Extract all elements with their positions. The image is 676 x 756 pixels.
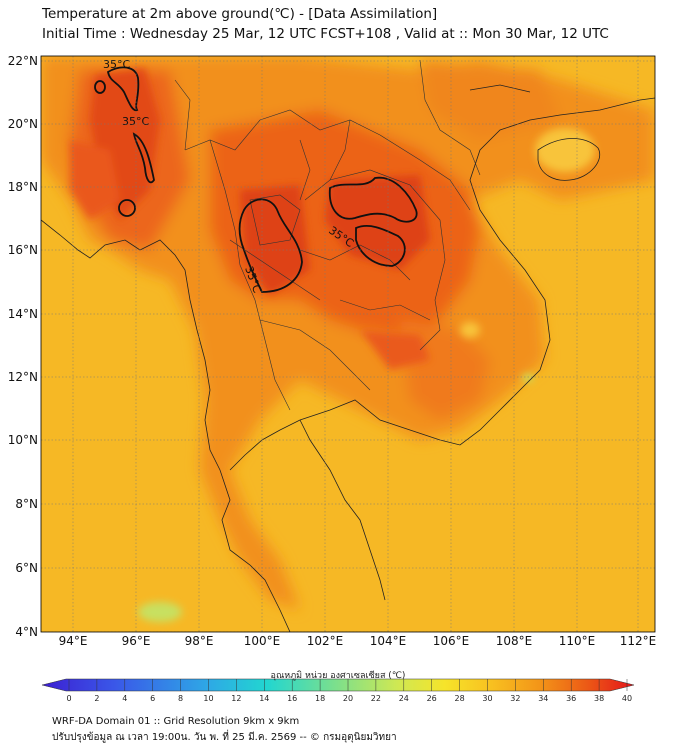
lat-tick-label: 18°N [8,180,38,194]
colorbar-tick-label: 10 [203,694,213,703]
map-field: 35°C 35°C 35°C 35°C [41,56,655,632]
borders [174,59,481,411]
colorbar-tick-label: 14 [259,694,269,703]
lat-tick-label: 12°N [8,370,38,384]
lat-tick-label: 6°N [15,561,38,575]
lat-tick-label: 14°N [8,307,38,321]
contours-35c [94,66,418,293]
lat-tick-label: 8°N [15,497,38,511]
lat-tick-label: 10°N [8,433,38,447]
colorbar-tick-label: 36 [566,694,576,703]
colorbar-tick-label: 0 [66,694,71,703]
colorbar-title: อุณหภูมิ หน่วย องศาเซลเซียส (℃) [270,671,406,681]
colorbar-tick-label: 4 [122,694,127,703]
colorbar-tick-label: 22 [371,694,381,703]
hot-cores [70,68,430,370]
lon-tick-label: 108°E [496,634,533,648]
lon-tick-label: 106°E [433,634,470,648]
footer-credit: ปรับปรุงข้อมูล ณ เวลา 19:00น. วัน พ. ที่… [52,732,397,743]
colorbar-tick-label: 30 [482,694,492,703]
lon-tick-label: 104°E [370,634,407,648]
graticule [41,56,655,632]
colorbar-bar [41,678,635,692]
lon-tick-label: 110°E [559,634,596,648]
footer-model-info: WRF-DA Domain 01 :: Grid Resolution 9km … [52,716,300,727]
colorbar-tick-label: 20 [343,694,353,703]
lat-tick-label: 20°N [8,117,38,131]
colorbar-tick-label: 12 [231,694,241,703]
plot-frame [40,55,656,633]
colorbar-tick-label: 2 [94,694,99,703]
colorbar-tick-label: 18 [315,694,325,703]
lon-tick-label: 96°E [122,634,151,648]
colorbar-tick-label: 16 [287,694,297,703]
lon-tick-label: 112°E [620,634,657,648]
lon-tick-label: 98°E [185,634,214,648]
contour-label: 35°C [103,58,130,71]
colorbar: 0 2 4 6 8 10 12 14 16 18 20 22 24 26 28 30 32 34 36 38 40 [41,678,635,703]
colorbar-tick-label: 24 [399,694,409,703]
colorbar-tick-label: 32 [510,694,520,703]
chart-title: Temperature at 2m above ground(℃) - [Dat… [42,6,438,22]
colorbar-tick-label: 26 [427,694,437,703]
lon-tick-label: 102°E [307,634,344,648]
contour-label: 35°C [122,115,149,128]
lat-tick-label: 4°N [15,625,38,639]
colorbar-tick-label: 28 [455,694,465,703]
coastlines [41,84,655,632]
colorbar-tick-label: 6 [150,694,155,703]
lon-tick-label: 100°E [244,634,281,648]
chart-subtitle: Initial Time : Wednesday 25 Mar, 12 UTC … [42,26,609,42]
colorbar-tick-label: 8 [178,694,183,703]
colorbar-tick-label: 34 [538,694,548,703]
colorbar-tick-label: 40 [622,694,632,703]
colorbar-tick-label: 38 [594,694,604,703]
lat-tick-label: 16°N [8,243,38,257]
lon-tick-label: 94°E [59,634,88,648]
lat-tick-label: 22°N [8,54,38,68]
